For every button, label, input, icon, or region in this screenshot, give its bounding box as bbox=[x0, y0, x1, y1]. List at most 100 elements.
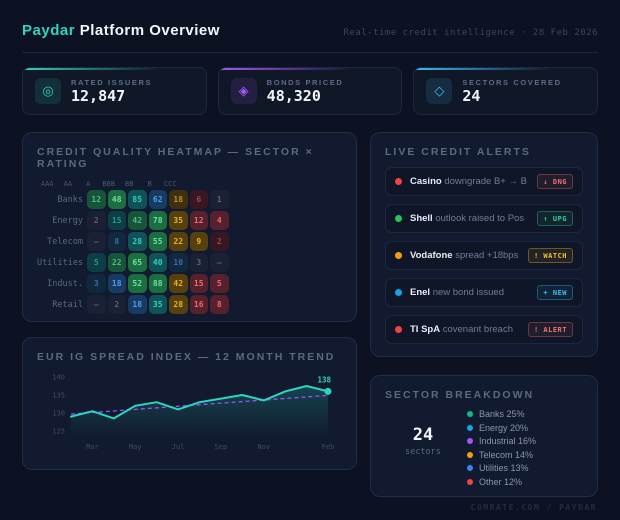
trendline bbox=[70, 394, 329, 415]
diamond-icon: ◈ bbox=[230, 78, 257, 104]
spread-index-line bbox=[70, 385, 329, 420]
heatmap-cell[interactable]: 6 bbox=[189, 190, 208, 209]
header-subtitle: Real-time credit intelligence · 28 Feb 2… bbox=[343, 28, 598, 38]
heatmap-cell[interactable]: 85 bbox=[128, 190, 147, 209]
heatmap-cell[interactable]: 28 bbox=[169, 295, 188, 314]
sector-legend: Banks 25% Energy 20% Industrial 16% Tele… bbox=[467, 409, 583, 487]
alert-item[interactable]: Shell outlook raised to Pos ↑ UPG bbox=[385, 204, 583, 233]
sector-breakdown-title: SECTOR BREAKDOWN bbox=[385, 389, 535, 401]
heatmap-cell[interactable]: 4 bbox=[210, 211, 229, 230]
heatmap-cell[interactable]: 78 bbox=[148, 211, 167, 230]
alert-issuer: TI SpA bbox=[410, 324, 441, 335]
heatmap-cell[interactable]: 62 bbox=[148, 190, 167, 209]
heatmap-cell[interactable]: 8 bbox=[210, 295, 229, 314]
heatmap-cell[interactable]: 28 bbox=[128, 232, 147, 251]
alert-issuer: Casino bbox=[410, 176, 442, 187]
sector-count: 24 bbox=[412, 425, 434, 445]
legend-item: Telecom 14% bbox=[467, 450, 583, 460]
alert-detail: new bond issued bbox=[432, 287, 505, 298]
legend-dot bbox=[467, 478, 473, 485]
stat-value: 12,847 bbox=[71, 86, 126, 105]
heatmap-row-label: Telecom bbox=[47, 236, 83, 247]
heatmap-cell[interactable]: 1 bbox=[210, 190, 229, 209]
alert-item[interactable]: Enel new bond issued + NEW bbox=[385, 278, 583, 307]
heatmap-cell[interactable]: 12 bbox=[87, 190, 106, 209]
heatmap-row: Utilities 5 22 65 40 10 3— bbox=[37, 253, 342, 272]
heatmap-cell[interactable]: 2 bbox=[107, 295, 126, 314]
heatmap-column-header: BB bbox=[125, 180, 134, 188]
heatmap-cell[interactable]: 12 bbox=[189, 211, 208, 230]
heatmap-row: Indust. 3 18 52 88 42 15 5 bbox=[37, 274, 342, 293]
heatmap-cell[interactable]: 18 bbox=[107, 274, 126, 293]
heatmap-cell[interactable]: 22 bbox=[169, 232, 188, 251]
stat-accent-strip bbox=[218, 68, 402, 70]
x-axis-tick-label: Jul bbox=[172, 443, 185, 451]
heatmap-cell[interactable]: 8 bbox=[107, 232, 126, 251]
target-icon: ◎ bbox=[35, 78, 61, 104]
heatmap-cell[interactable]: — bbox=[87, 232, 106, 251]
heatmap-cell[interactable]: 16 bbox=[189, 295, 208, 314]
heatmap-cell[interactable]: 15 bbox=[189, 274, 208, 293]
legend-dot bbox=[467, 465, 473, 472]
heatmap-cell[interactable]: 22 bbox=[107, 253, 126, 272]
heatmap-cell[interactable]: 52 bbox=[128, 274, 147, 293]
page-title-text: Platform Overview bbox=[79, 22, 220, 39]
heatmap-cell[interactable]: 65 bbox=[128, 253, 147, 272]
header-divider bbox=[22, 52, 598, 53]
legend-label: Industrial 16% bbox=[479, 436, 537, 447]
alert-status-dot bbox=[395, 252, 402, 259]
alert-issuer: Vodafone bbox=[410, 250, 453, 261]
alert-status-dot bbox=[395, 215, 402, 222]
alerts-list: Casino downgrade B+ → B ↓ DNG Shell outl… bbox=[385, 167, 583, 344]
stat-card: ◎ RATED ISSUERS 12,847 bbox=[22, 67, 207, 115]
alert-detail: covenant breach bbox=[442, 324, 513, 335]
alert-detail: outlook raised to Pos bbox=[435, 213, 525, 224]
heatmap-cell[interactable]: 5 bbox=[87, 253, 106, 272]
heatmap-row-label: Indust. bbox=[47, 278, 83, 289]
spread-chart: 125 130 135 140 138 Mar May Jul Sep Nov Feb bbox=[37, 367, 342, 455]
heatmap-cell[interactable]: 3 bbox=[87, 274, 106, 293]
heatmap-cell[interactable]: 55 bbox=[148, 232, 167, 251]
heatmap-cell[interactable]: 48 bbox=[107, 190, 126, 209]
header: Paydar Platform Overview Real-time credi… bbox=[22, 22, 598, 39]
heatmap-row-label: Energy bbox=[52, 215, 83, 226]
heatmap-cell[interactable]: 2 bbox=[87, 211, 106, 230]
alert-status-dot bbox=[395, 289, 402, 296]
heatmap-cell[interactable]: 10 bbox=[169, 253, 188, 272]
heatmap-cell[interactable]: 18 bbox=[169, 190, 188, 209]
heatmap-row: Retail —2 18 35 28 16 8 bbox=[37, 295, 342, 314]
heatmap-cell[interactable]: 40 bbox=[148, 253, 167, 272]
heatmap-row-label: Utilities bbox=[37, 257, 84, 268]
heatmap-column-header: CCC bbox=[163, 180, 177, 188]
heatmap-cell[interactable]: 88 bbox=[148, 274, 167, 293]
alert-item[interactable]: TI SpA covenant breach ! ALERT bbox=[385, 315, 583, 344]
diamond-outline-icon: ◇ bbox=[426, 78, 453, 104]
heatmap-cell[interactable]: 35 bbox=[169, 211, 188, 230]
heatmap-cell[interactable]: 15 bbox=[107, 211, 126, 230]
sector-count-block: 24 sectors bbox=[385, 425, 461, 487]
heatmap-column-header: AAA bbox=[40, 180, 54, 188]
alert-badge: ↓ DNG bbox=[537, 174, 573, 189]
legend-label: Other 12% bbox=[479, 476, 523, 487]
heatmap-cell[interactable]: 3 bbox=[189, 253, 208, 272]
stat-label: RATED ISSUERS bbox=[71, 77, 153, 87]
heatmap-cell[interactable]: 9 bbox=[189, 232, 208, 251]
y-axis-tick-label: 125 bbox=[52, 428, 65, 436]
spread-chart-panel: EUR IG SPREAD INDEX — 12 MONTH TREND 125… bbox=[22, 337, 357, 470]
heatmap-cell[interactable]: — bbox=[210, 253, 229, 272]
heatmap-cell[interactable]: — bbox=[87, 295, 106, 314]
stat-value: 24 bbox=[462, 86, 481, 105]
heatmap-cell[interactable]: 5 bbox=[210, 274, 229, 293]
heatmap-cell[interactable]: 2 bbox=[210, 232, 229, 251]
stat-card: ◇ SECTORS COVERED 24 bbox=[413, 67, 599, 115]
heatmap-row-label: Retail bbox=[52, 299, 83, 310]
heatmap-cell[interactable]: 35 bbox=[148, 295, 167, 314]
heatmap-cell[interactable]: 42 bbox=[169, 274, 188, 293]
heatmap-cell[interactable]: 18 bbox=[128, 295, 147, 314]
alert-item[interactable]: Vodafone spread +18bps ! WATCH bbox=[385, 241, 583, 270]
stat-accent-strip bbox=[23, 68, 206, 70]
heatmap-cell[interactable]: 42 bbox=[128, 211, 147, 230]
alert-item[interactable]: Casino downgrade B+ → B ↓ DNG bbox=[385, 167, 583, 196]
heatmap-column-header: AA bbox=[63, 180, 72, 188]
